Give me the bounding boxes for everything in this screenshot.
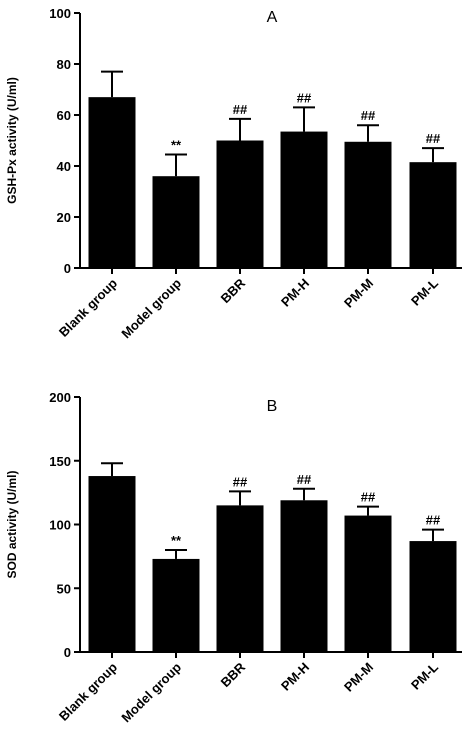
- panel-b: 0 50 100 150 200 SOD activity (U/ml) B Blank gr…: [5, 390, 462, 725]
- x-tick-label: BBR: [218, 659, 249, 690]
- significance-label: ##: [297, 90, 312, 105]
- bar: [152, 558, 200, 652]
- significance-label: ##: [426, 131, 441, 146]
- y-tick-label: 60: [57, 108, 71, 123]
- y-axis-title: GSH-Px activity (U/ml): [5, 77, 19, 204]
- significance-label: ##: [361, 108, 376, 123]
- x-tick-label: Model group: [118, 659, 184, 725]
- significance-label: ##: [233, 102, 248, 117]
- y-tick-label: 0: [64, 645, 71, 660]
- panel-a: 0 20 40 60 80 100 GSH-Px activity (U/ml) A Blank…: [5, 6, 462, 341]
- bar: [344, 141, 392, 268]
- significance-label: **: [171, 533, 182, 548]
- x-tick-label: PM-L: [408, 659, 441, 692]
- significance-label: ##: [361, 490, 376, 505]
- bar: [88, 97, 136, 269]
- y-tick-label: 50: [57, 581, 71, 596]
- bar: [216, 140, 264, 268]
- bar: [280, 500, 328, 652]
- bar: [88, 476, 136, 652]
- y-tick-label: 0: [64, 261, 71, 276]
- x-tick-label: PM-M: [341, 276, 376, 311]
- bar: [280, 131, 328, 268]
- y-tick-label: 100: [49, 518, 71, 533]
- y-tick-label: 150: [49, 454, 71, 469]
- y-tick-label: 100: [49, 6, 71, 21]
- bar: [409, 162, 457, 268]
- x-tick-label: PM-H: [278, 660, 312, 694]
- bar: [409, 541, 457, 652]
- x-tick-label: Blank group: [56, 659, 120, 723]
- y-axis-title: SOD activity (U/ml): [5, 470, 19, 578]
- bar: [152, 176, 200, 268]
- y-tick-label: 200: [49, 390, 71, 405]
- significance-label: ##: [297, 472, 312, 487]
- x-tick-label: Blank group: [56, 275, 120, 339]
- x-tick-label: PM-L: [408, 275, 441, 308]
- panel-label: A: [267, 9, 278, 26]
- x-tick-label: PM-M: [341, 660, 376, 695]
- bar: [216, 505, 264, 652]
- x-tick-label: Model group: [118, 275, 184, 341]
- y-tick-label: 20: [57, 210, 71, 225]
- y-tick-label: 40: [57, 159, 71, 174]
- panel-label: B: [267, 398, 278, 415]
- bar: [344, 515, 392, 652]
- significance-label: ##: [426, 513, 441, 528]
- significance-label: **: [171, 138, 182, 153]
- y-tick-label: 80: [57, 57, 71, 72]
- x-tick-label: BBR: [218, 275, 249, 306]
- x-tick-label: PM-H: [278, 276, 312, 310]
- significance-label: ##: [233, 474, 248, 489]
